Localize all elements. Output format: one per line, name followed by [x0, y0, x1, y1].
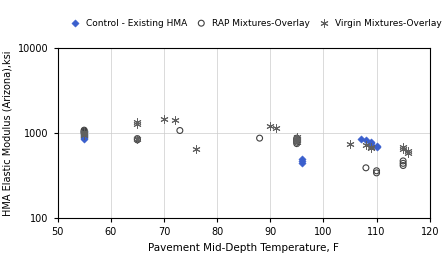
- Control - Existing HMA: [299, 157, 306, 161]
- Virgin Mixtures-Overlay: [272, 125, 279, 130]
- Control - Existing HMA: [368, 141, 375, 145]
- Control - Existing HMA: [299, 160, 306, 165]
- RAP Mixtures-Overlay: [400, 163, 407, 168]
- Control - Existing HMA: [81, 134, 88, 138]
- Control - Existing HMA: [81, 133, 88, 137]
- RAP Mixtures-Overlay: [293, 137, 300, 142]
- Control - Existing HMA: [373, 145, 380, 149]
- Virgin Mixtures-Overlay: [134, 120, 141, 124]
- Virgin Mixtures-Overlay: [81, 130, 88, 134]
- Control - Existing HMA: [357, 137, 364, 141]
- Virgin Mixtures-Overlay: [368, 146, 375, 151]
- Control - Existing HMA: [81, 136, 88, 140]
- RAP Mixtures-Overlay: [134, 138, 141, 142]
- Control - Existing HMA: [368, 143, 375, 147]
- Control - Existing HMA: [81, 135, 88, 139]
- Control - Existing HMA: [81, 129, 88, 133]
- Virgin Mixtures-Overlay: [346, 142, 354, 146]
- Control - Existing HMA: [81, 132, 88, 136]
- RAP Mixtures-Overlay: [362, 166, 369, 170]
- Virgin Mixtures-Overlay: [192, 147, 199, 151]
- RAP Mixtures-Overlay: [81, 128, 88, 132]
- RAP Mixtures-Overlay: [293, 136, 300, 140]
- Virgin Mixtures-Overlay: [405, 151, 412, 156]
- Virgin Mixtures-Overlay: [134, 122, 141, 126]
- Virgin Mixtures-Overlay: [81, 133, 88, 138]
- Virgin Mixtures-Overlay: [160, 117, 167, 121]
- Virgin Mixtures-Overlay: [405, 149, 412, 153]
- RAP Mixtures-Overlay: [293, 139, 300, 143]
- Virgin Mixtures-Overlay: [400, 147, 407, 151]
- Virgin Mixtures-Overlay: [134, 136, 141, 141]
- Control - Existing HMA: [373, 144, 380, 148]
- RAP Mixtures-Overlay: [373, 169, 380, 173]
- RAP Mixtures-Overlay: [81, 130, 88, 134]
- Virgin Mixtures-Overlay: [293, 136, 300, 141]
- RAP Mixtures-Overlay: [176, 128, 183, 133]
- Virgin Mixtures-Overlay: [362, 143, 369, 147]
- Virgin Mixtures-Overlay: [400, 145, 407, 149]
- Virgin Mixtures-Overlay: [293, 138, 300, 143]
- RAP Mixtures-Overlay: [134, 136, 141, 141]
- X-axis label: Pavement Mid-Depth Temperature, F: Pavement Mid-Depth Temperature, F: [148, 243, 339, 253]
- Virgin Mixtures-Overlay: [171, 118, 178, 122]
- RAP Mixtures-Overlay: [293, 140, 300, 144]
- Virgin Mixtures-Overlay: [368, 145, 375, 149]
- Virgin Mixtures-Overlay: [293, 135, 300, 139]
- Control - Existing HMA: [362, 138, 369, 143]
- RAP Mixtures-Overlay: [400, 161, 407, 165]
- Virgin Mixtures-Overlay: [81, 131, 88, 135]
- Y-axis label: HMA Elastic Modulus (Arizona),ksi: HMA Elastic Modulus (Arizona),ksi: [2, 50, 12, 216]
- Control - Existing HMA: [81, 130, 88, 134]
- Legend: Control - Existing HMA, RAP Mixtures-Overlay, Virgin Mixtures-Overlay: Control - Existing HMA, RAP Mixtures-Ove…: [62, 15, 443, 31]
- RAP Mixtures-Overlay: [400, 159, 407, 163]
- Virgin Mixtures-Overlay: [81, 132, 88, 136]
- RAP Mixtures-Overlay: [81, 129, 88, 133]
- Control - Existing HMA: [299, 159, 306, 163]
- Control - Existing HMA: [368, 140, 375, 144]
- RAP Mixtures-Overlay: [81, 131, 88, 135]
- Control - Existing HMA: [81, 137, 88, 142]
- RAP Mixtures-Overlay: [373, 171, 380, 175]
- RAP Mixtures-Overlay: [256, 136, 263, 140]
- Virgin Mixtures-Overlay: [293, 140, 300, 144]
- RAP Mixtures-Overlay: [293, 142, 300, 146]
- Virgin Mixtures-Overlay: [267, 124, 274, 128]
